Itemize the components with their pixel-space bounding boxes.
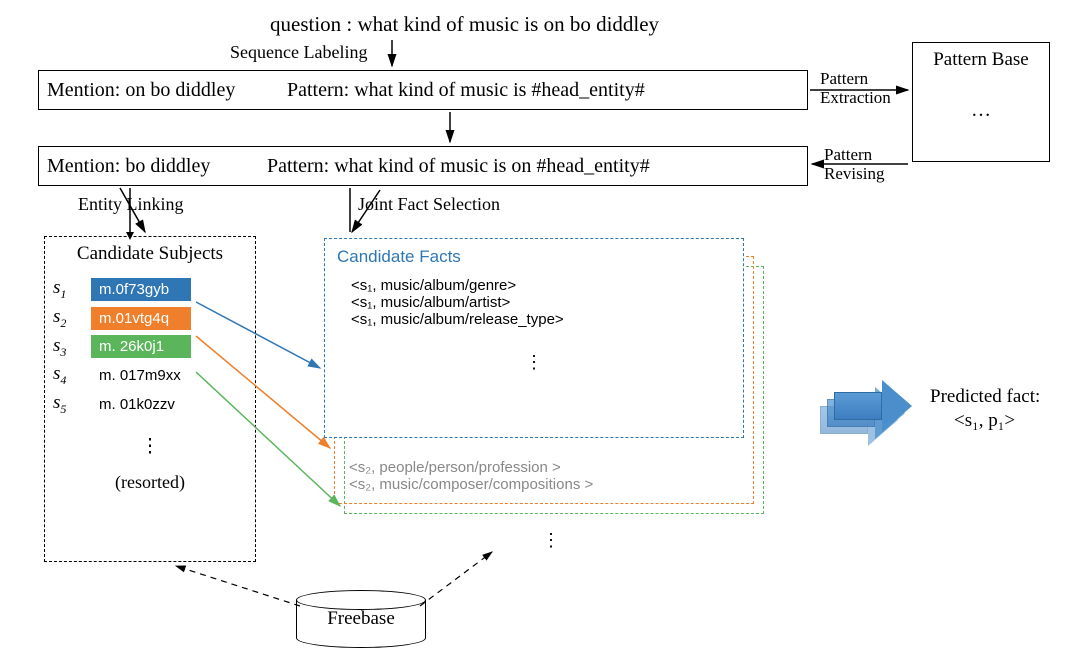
subject-id: m. 017m9xx xyxy=(91,364,189,387)
fact-line: <s₂, music/composer/compositions > xyxy=(349,476,593,493)
fact-line: <s₁, music/album/artist> xyxy=(351,294,731,311)
entity-linking-label: Entity Linking xyxy=(78,194,184,215)
facts-s1: <s₁, music/album/genre> <s₁, music/album… xyxy=(351,277,731,328)
question-text: question : what kind of music is on bo d… xyxy=(270,12,659,37)
pattern-extraction-label: Pattern Extraction xyxy=(820,70,891,107)
dots-icon: ⋮ xyxy=(337,352,731,373)
candidate-subjects-title: Candidate Subjects xyxy=(53,243,247,265)
subject-id-pill: m.01vtg4q xyxy=(91,307,191,330)
sequence-labeling-label: Sequence Labeling xyxy=(230,42,367,63)
row1-pattern: Pattern: what kind of music is #head_ent… xyxy=(287,79,645,102)
pattern-base-box: Pattern Base … xyxy=(912,42,1050,162)
subject-var: s2 xyxy=(53,306,81,331)
pattern-base-title: Pattern Base xyxy=(921,49,1041,71)
big-arrow-icon xyxy=(834,380,914,432)
freebase-label: Freebase xyxy=(327,608,395,630)
subject-var: s1 xyxy=(53,277,81,302)
subject-row: s4 m. 017m9xx xyxy=(53,363,247,388)
resorted-label: (resorted) xyxy=(53,472,247,493)
pattern-base-dots: … xyxy=(921,99,1041,122)
fact-line: <s₁, music/album/release_type> xyxy=(351,311,731,328)
subject-row: s2 m.01vtg4q xyxy=(53,306,247,331)
row1-mention: Mention: on bo diddley xyxy=(47,79,287,102)
candidate-subjects-box: Candidate Subjects s1 m.0f73gyb s2 m.01v… xyxy=(44,236,256,562)
row2-box: Mention: bo diddley Pattern: what kind o… xyxy=(38,146,808,186)
row1-box: Mention: on bo diddley Pattern: what kin… xyxy=(38,70,808,110)
subject-var: s5 xyxy=(53,392,81,417)
subject-row: s5 m. 01k0zzv xyxy=(53,392,247,417)
predicted-fact-value: <s₁, p₁> xyxy=(954,410,1015,432)
fact-line: <s₂, people/person/profession > xyxy=(349,459,593,476)
facts-s2: <s₂, people/person/profession > <s₂, mus… xyxy=(349,459,593,493)
subject-var: s4 xyxy=(53,363,81,388)
fact-line: <s₁, music/album/genre> xyxy=(351,277,731,294)
subject-var: s3 xyxy=(53,335,81,360)
dots-icon: ⋮ xyxy=(542,530,560,551)
dots-icon: ⋮ xyxy=(53,435,247,458)
predicted-fact-label: Predicted fact: xyxy=(930,386,1040,408)
row2-mention: Mention: bo diddley xyxy=(47,155,267,178)
subject-id: m. 01k0zzv xyxy=(91,393,183,416)
freebase-db-icon: Freebase xyxy=(296,590,426,648)
joint-fact-selection-label: Joint Fact Selection xyxy=(358,194,500,215)
candidate-facts-title: Candidate Facts xyxy=(337,247,731,267)
subject-id-pill: m.0f73gyb xyxy=(91,278,191,301)
facts-panel-1: Candidate Facts <s₁, music/album/genre> … xyxy=(324,238,744,438)
subject-id-pill: m. 26k0j1 xyxy=(91,335,191,358)
row2-pattern: Pattern: what kind of music is on #head_… xyxy=(267,155,650,178)
subject-row: s1 m.0f73gyb xyxy=(53,277,247,302)
pattern-revising-label: Pattern Revising xyxy=(824,146,884,183)
subject-row: s3 m. 26k0j1 xyxy=(53,335,247,360)
